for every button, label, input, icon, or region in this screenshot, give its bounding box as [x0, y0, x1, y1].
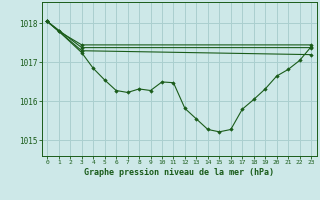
X-axis label: Graphe pression niveau de la mer (hPa): Graphe pression niveau de la mer (hPa): [84, 168, 274, 177]
